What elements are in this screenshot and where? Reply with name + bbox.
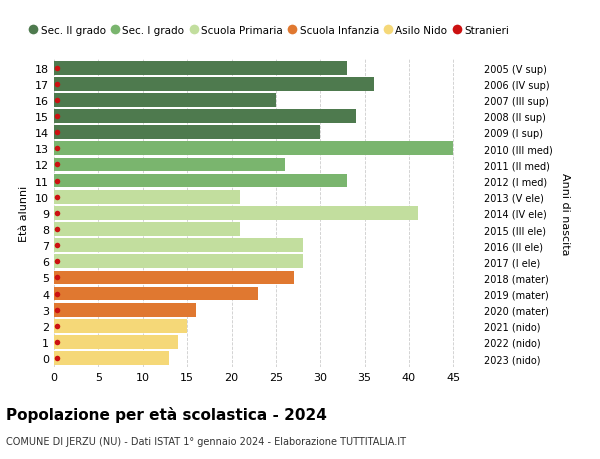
Bar [54,255,302,269]
Text: COMUNE DI JERZU (NU) - Dati ISTAT 1° gennaio 2024 - Elaborazione TUTTITALIA.IT: COMUNE DI JERZU (NU) - Dati ISTAT 1° gen… [6,436,406,446]
Bar [54,78,373,91]
Bar [54,271,293,285]
Bar [54,110,356,123]
Y-axis label: Anni di nascita: Anni di nascita [560,172,569,255]
Bar [54,287,258,301]
Text: Popolazione per età scolastica - 2024: Popolazione per età scolastica - 2024 [6,406,327,422]
Bar [54,158,285,172]
Bar [54,303,196,317]
Bar [54,174,347,188]
Y-axis label: Età alunni: Età alunni [19,185,29,241]
Bar [54,126,320,140]
Bar [54,62,347,75]
Legend: Sec. II grado, Sec. I grado, Scuola Primaria, Scuola Infanzia, Asilo Nido, Stran: Sec. II grado, Sec. I grado, Scuola Prim… [25,22,513,40]
Bar [54,319,187,333]
Bar [54,336,178,349]
Bar [54,142,454,156]
Bar [54,94,276,107]
Bar [54,190,241,204]
Bar [54,239,302,252]
Bar [54,207,418,220]
Bar [54,223,241,236]
Bar [54,352,169,365]
